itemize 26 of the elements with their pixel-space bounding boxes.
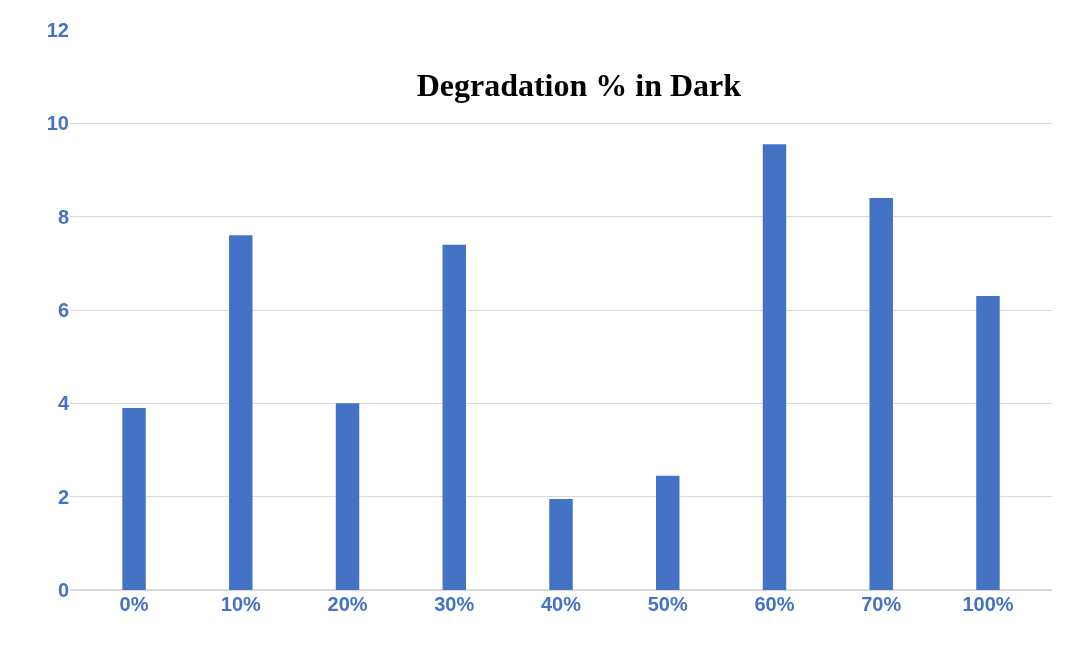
bar xyxy=(976,296,1000,590)
bar xyxy=(762,144,787,590)
y-tick-label: 0 xyxy=(57,579,69,601)
x-tick-label: 100% xyxy=(962,593,1014,615)
x-tick-label: 0% xyxy=(119,593,149,615)
y-tick-label: 2 xyxy=(57,485,69,508)
x-tick-label: 20% xyxy=(327,593,368,615)
x-tick-label: 50% xyxy=(647,593,688,615)
text: Degradation % in Dark xyxy=(416,66,742,103)
x-tick-label: 10% xyxy=(220,593,262,615)
x-tick-label: 30% xyxy=(434,593,475,615)
bar xyxy=(122,408,146,590)
bar xyxy=(229,235,253,590)
y-tick-label: 10 xyxy=(46,112,69,135)
bar xyxy=(549,499,573,590)
bar xyxy=(656,475,680,590)
x-tick-label: 60% xyxy=(754,593,795,615)
y-tick-label: 6 xyxy=(57,299,69,321)
x-tick-label: 40% xyxy=(540,593,582,615)
bar xyxy=(442,244,466,590)
y-tick-label: 12 xyxy=(46,19,69,41)
x-tick-label: 70% xyxy=(861,593,902,615)
bar xyxy=(335,403,360,590)
bar xyxy=(869,198,893,590)
y-tick-label: 8 xyxy=(57,205,69,228)
y-tick-label: 4 xyxy=(57,392,70,415)
